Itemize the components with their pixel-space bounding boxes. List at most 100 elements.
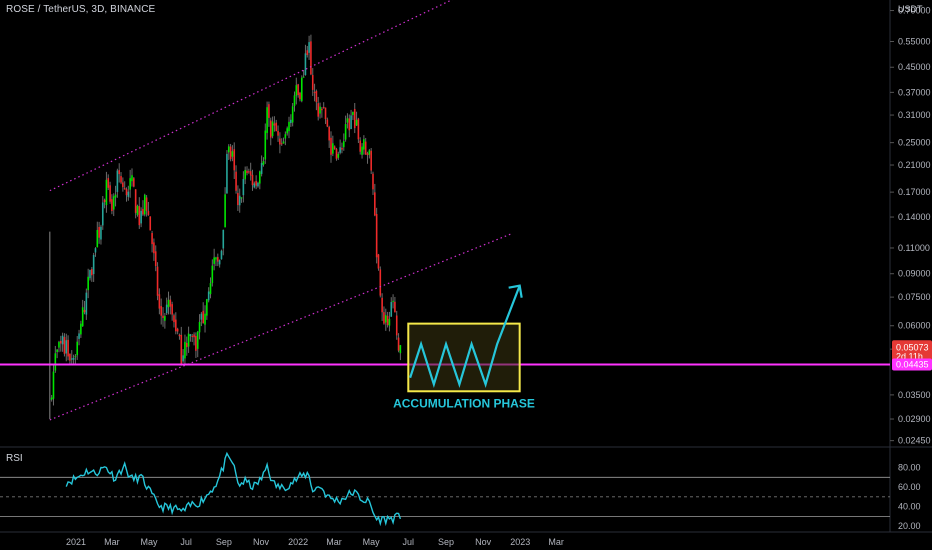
candle-body-2021-05-24 [162, 315, 164, 319]
candle-body-2021-03-07 [114, 194, 117, 198]
candle-body-2021-06-20 [178, 334, 181, 337]
candle-body-2021-09-21 [235, 171, 237, 191]
candle-body-2022-01-19 [308, 42, 310, 53]
candle-body-2021-03-01 [111, 199, 113, 212]
price-tick-label: 0.07500 [898, 292, 931, 302]
candle-body-2021-04-15 [138, 206, 141, 226]
candle-body-2022-05-04 [372, 173, 374, 190]
candle-body-2022-01-01 [297, 84, 299, 96]
support-price-tag [892, 358, 932, 371]
candle-body-2021-02-05 [96, 229, 99, 248]
candle-body-2021-01-21 [87, 276, 89, 291]
candle-body-2021-05-06 [151, 233, 153, 245]
candle-body-2020-12-04 [58, 341, 60, 348]
price-unit: USDT [898, 4, 923, 14]
time-tick-label: Sep [438, 537, 454, 547]
price-tick-label: 0.02450 [898, 436, 931, 446]
candle-body-2021-02-20 [105, 179, 108, 206]
candle-body-2021-12-05 [280, 143, 283, 145]
candle-body-2022-04-25 [366, 153, 369, 156]
candle-body-2020-12-31 [74, 356, 77, 358]
time-tick-label: 2023 [510, 537, 530, 547]
candle-body-2022-06-12 [395, 315, 398, 336]
candle-body-2021-10-03 [242, 178, 245, 196]
candle-body-2022-01-10 [302, 76, 305, 78]
candle-body-2021-09-09 [227, 146, 230, 153]
price-tick-label: 0.02900 [898, 414, 931, 424]
candle-body-2021-04-27 [145, 197, 148, 211]
projection-arrowhead [508, 284, 523, 298]
candle-body-2021-05-09 [153, 242, 155, 254]
candle-body-2021-07-05 [187, 333, 190, 347]
candle-body-2022-03-02 [333, 146, 336, 150]
axes: 0.70000 0.55000 0.45000 0.37000 0.31000 0.250… [66, 6, 932, 547]
time-tick-label: Jul [180, 537, 192, 547]
candle-body-2021-08-04 [206, 299, 208, 316]
price-tick-label: 0.70000 [898, 6, 931, 16]
candle-body-2022-05-28 [386, 315, 389, 326]
candle-body-2021-12-29 [295, 85, 298, 96]
candle-body-2021-07-08 [189, 334, 192, 337]
candle-body-2021-07-20 [196, 331, 199, 349]
time-tick-label: 2021 [66, 537, 86, 547]
candle-body-2021-04-06 [133, 178, 135, 187]
candle-body-2021-05-12 [154, 251, 157, 267]
candle-body-2021-07-14 [193, 334, 195, 338]
candle-body-2021-06-17 [176, 328, 179, 332]
candle-body-2021-06-05 [169, 299, 172, 307]
candle-body-2022-01-25 [311, 74, 314, 90]
candle-body-2022-03-17 [342, 141, 345, 148]
candle-body-2022-02-12 [322, 107, 325, 109]
rsi-line [65, 451, 402, 527]
candle-body-2021-11-11 [266, 107, 268, 133]
support-price-text: 0.04435 [896, 360, 929, 370]
price-tick-label: 0.31000 [898, 110, 931, 120]
time-tick-label: Mar [548, 537, 564, 547]
candle-body-2021-12-17 [288, 121, 290, 132]
candle-body-2022-01-28 [313, 92, 316, 94]
candle-body-2022-02-27 [332, 143, 334, 154]
candle-body-2020-11-25 [52, 371, 55, 399]
price-tick-label: 0.14000 [898, 212, 931, 222]
candle-body-2021-02-26 [109, 185, 111, 202]
candle-body-2021-06-14 [175, 319, 177, 332]
candle-body-2022-06-06 [392, 300, 394, 302]
candle-body-2021-11-20 [271, 121, 274, 137]
candle-body-2021-12-23 [291, 106, 294, 123]
candle-body-2021-05-03 [149, 216, 152, 231]
symbol-legend[interactable]: ROSE / TetherUS, 3D, BINANCE [6, 4, 156, 15]
time-tick-label: Nov [475, 537, 492, 547]
candle-body-2022-02-21 [328, 126, 330, 141]
rsi-tick-label: 20.00 [898, 521, 921, 531]
candle-body-2022-01-22 [310, 41, 312, 75]
drawing-overlays: ACCUMULATION PHASE [0, 0, 890, 421]
candle-body-2021-05-30 [165, 304, 168, 314]
candle-body-2021-03-16 [120, 176, 122, 183]
candle-body-2022-02-18 [326, 119, 329, 127]
candle-body-2021-11-02 [260, 162, 263, 174]
candle-body-2022-06-15 [397, 337, 400, 351]
price-tick-label: 0.37000 [898, 87, 931, 97]
candle-body-2021-11-05 [262, 161, 265, 165]
candle-body-2021-07-02 [185, 342, 188, 348]
candle-body-2021-03-04 [112, 196, 115, 210]
last-price-text: 0.05073 [896, 342, 929, 352]
candle-body-2021-11-14 [268, 104, 270, 118]
candle-body-2021-11-23 [273, 123, 276, 126]
candle-body-2021-01-12 [81, 307, 84, 327]
candle-body-2021-09-18 [233, 149, 236, 171]
candle-body-2022-03-23 [346, 118, 349, 123]
candle-body-2022-05-16 [379, 269, 382, 296]
candle-body-2022-02-06 [319, 106, 321, 114]
candle-body-2022-01-13 [304, 53, 307, 76]
candle-body-2021-07-11 [191, 335, 194, 337]
candle-body-2022-05-07 [374, 192, 376, 216]
candle-body-2022-04-19 [363, 139, 365, 150]
candle-body-2020-11-28 [54, 353, 57, 371]
rsi-legend[interactable]: RSI [6, 453, 23, 464]
countdown-text: 2d 11h [896, 351, 923, 361]
candle-body-2021-12-26 [293, 95, 296, 107]
accumulation-label: ACCUMULATION PHASE [393, 396, 535, 410]
time-tick-label: May [141, 537, 159, 547]
